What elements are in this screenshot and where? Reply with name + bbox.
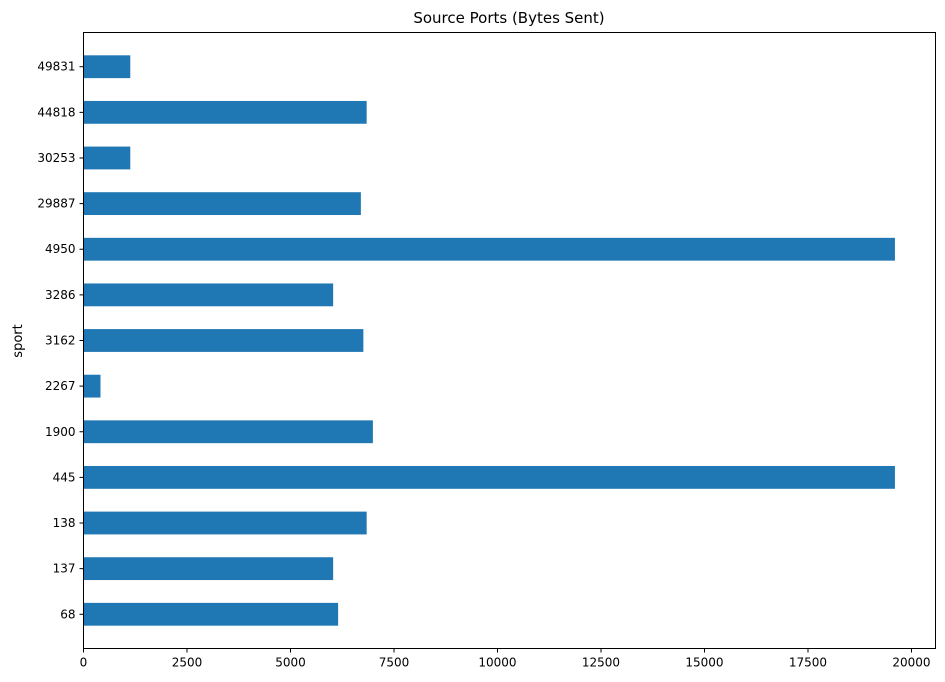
y-tick-label: 3162	[45, 334, 76, 348]
x-tick-label: 20000	[892, 656, 930, 670]
y-tick-label: 30253	[37, 151, 75, 165]
y-tick-label: 1900	[45, 425, 76, 439]
x-tick-label: 15000	[685, 656, 723, 670]
y-tick-label: 2267	[45, 379, 76, 393]
chart-title: Source Ports (Bytes Sent)	[413, 9, 604, 27]
y-tick-label: 68	[60, 607, 75, 621]
bar-1900	[83, 420, 373, 444]
plot-area: 68 137 138 445 1900 2267 3162 3286 4950 29887 3025…	[37, 55, 931, 670]
bar-29887	[83, 192, 361, 216]
x-tick-label: 10000	[478, 656, 516, 670]
y-tick-label: 4950	[45, 242, 76, 256]
bar-49831	[83, 55, 131, 79]
bar-30253	[83, 146, 131, 170]
bar-68	[83, 602, 339, 626]
x-tick-label: 2500	[172, 656, 203, 670]
plot-frame	[83, 32, 936, 649]
bar-137	[83, 557, 334, 581]
bar-44818	[83, 100, 367, 124]
bar-4950	[83, 237, 895, 261]
y-tick-label: 29887	[37, 197, 75, 211]
y-tick-label: 44818	[37, 105, 75, 119]
y-tick-label: 137	[53, 562, 76, 576]
x-tick-label: 7500	[379, 656, 410, 670]
bar-3286	[83, 283, 334, 307]
x-tick-label: 12500	[582, 656, 620, 670]
y-tick-label: 138	[53, 516, 76, 530]
bar-2267	[83, 374, 101, 398]
bar-3162	[83, 329, 364, 352]
y-tick-label: 3286	[45, 288, 76, 302]
bar-138	[83, 511, 367, 535]
y-tick-label: 445	[53, 470, 76, 484]
x-tick-label: 0	[80, 656, 88, 670]
x-tick-label: 5000	[275, 656, 306, 670]
x-tick-label: 17500	[789, 656, 827, 670]
bar-445	[83, 465, 895, 489]
y-axis-label: sport	[11, 324, 26, 357]
y-tick-label: 49831	[37, 60, 75, 74]
